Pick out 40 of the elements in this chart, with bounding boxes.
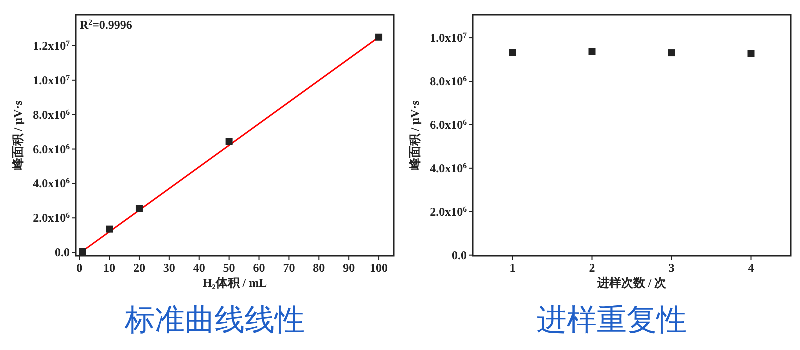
x-tick-label: 1 <box>510 261 516 275</box>
x-tick-label: 70 <box>283 261 296 275</box>
x-tick-label: 50 <box>223 261 236 275</box>
x-tick-label: 60 <box>253 261 266 275</box>
x-tick-label: 30 <box>163 261 176 275</box>
x-tick-label: 2 <box>589 261 596 275</box>
y-tick-label: 8.0x10$^{6}$ <box>430 74 468 88</box>
y-axis-title: 峰面积 / μV·s <box>11 100 25 170</box>
x-tick-label: 4 <box>748 261 754 275</box>
y-tick-label: 0.0 <box>55 246 70 260</box>
y-tick-label: 1.2x10$^{7}$ <box>33 38 70 53</box>
x-tick-label: 40 <box>193 261 206 275</box>
annotation: R$^{2}$=0.9996 <box>80 18 132 32</box>
y-tick-label: 2.0x10$^{6}$ <box>430 204 468 219</box>
y-tick-label: 4.0x10$^{6}$ <box>430 160 468 176</box>
y-tick-label: 2.0x10$^{6}$ <box>33 210 70 226</box>
x-axis-title: 进样次数 / 次 <box>596 276 668 290</box>
x-axis-title: H₂体积 / mL <box>202 276 268 290</box>
point <box>136 205 143 212</box>
y-tick-label: 8.0x10$^{6}$ <box>33 107 70 122</box>
point <box>226 138 233 146</box>
x-tick-label: 100 <box>370 261 388 275</box>
x-tick-label: 20 <box>133 261 146 275</box>
y-tick-label: 4.0x10$^{6}$ <box>33 176 70 191</box>
y-tick-label: 6.0x10$^{6}$ <box>430 117 468 132</box>
y-tick-label: 1.0x10$^{7}$ <box>33 72 70 88</box>
y-axis-title: 峰面积 / μV·s <box>408 100 422 170</box>
x-tick-label: 10 <box>104 261 116 275</box>
point <box>79 248 86 256</box>
x-tick-label: 80 <box>313 261 326 275</box>
y-tick-label: 0.0 <box>452 248 467 262</box>
point <box>106 226 114 233</box>
y-tick-label: 6.0x10$^{6}$ <box>33 142 70 156</box>
point <box>376 34 383 41</box>
x-tick-label: 3 <box>668 261 675 275</box>
x-tick-label: 0 <box>76 261 83 275</box>
text: 标准曲线线性 <box>124 303 305 338</box>
y-tick-label: 1.0x10$^{7}$ <box>430 30 468 46</box>
text: 进样重复性 <box>537 303 687 338</box>
x-tick-label: 90 <box>343 261 356 275</box>
